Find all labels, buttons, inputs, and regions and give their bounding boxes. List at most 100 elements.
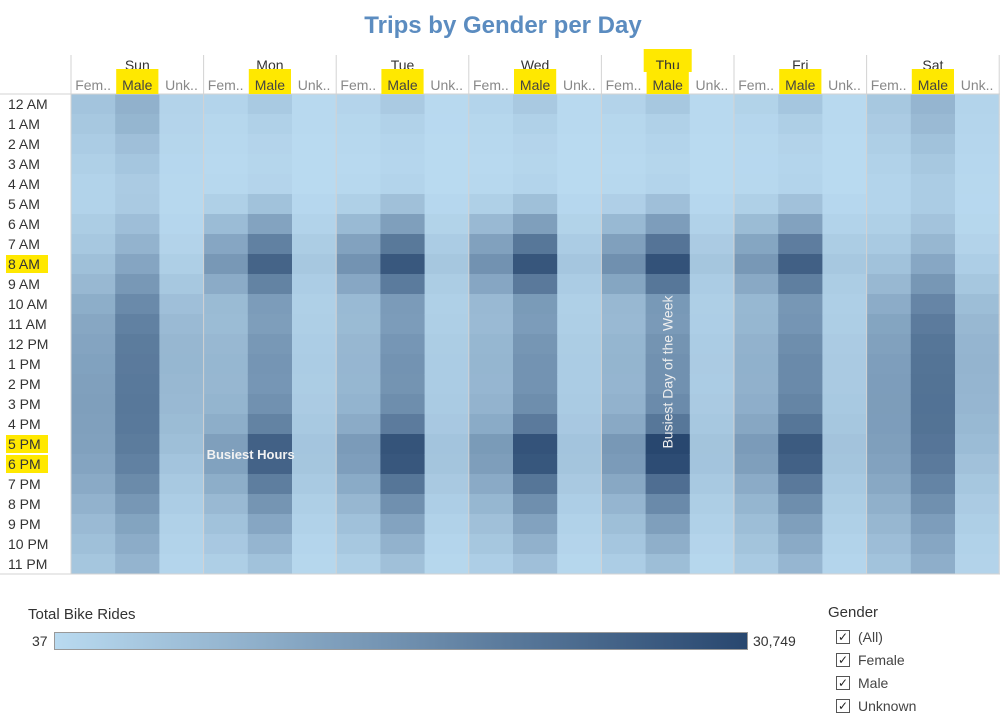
filter-item-female[interactable]: ✓ Female bbox=[836, 652, 905, 668]
heatmap-cell bbox=[71, 434, 116, 455]
heatmap-cell bbox=[734, 354, 779, 375]
heatmap-cell bbox=[203, 214, 249, 235]
legend-title: Total Bike Rides bbox=[28, 606, 136, 623]
heatmap-cell bbox=[71, 254, 116, 275]
heatmap-cell bbox=[247, 434, 293, 455]
heatmap-cell bbox=[115, 494, 160, 515]
heatmap-cell bbox=[645, 514, 691, 535]
heatmap-cell bbox=[424, 514, 470, 535]
checkbox-icon[interactable]: ✓ bbox=[836, 630, 850, 644]
heatmap-cell bbox=[468, 294, 514, 315]
filter-item-all[interactable]: ✓ (All) bbox=[836, 629, 883, 645]
heatmap-cell bbox=[115, 414, 160, 435]
heatmap-cell bbox=[468, 414, 514, 435]
heatmap-cell bbox=[247, 514, 293, 535]
heatmap-cell bbox=[336, 454, 381, 475]
heatmap-cell bbox=[380, 274, 426, 295]
heatmap-cell bbox=[292, 294, 337, 315]
gender-highlight bbox=[911, 69, 954, 94]
gender-header: Male bbox=[785, 77, 816, 93]
heatmap-cell bbox=[689, 254, 735, 275]
heatmap-cell bbox=[115, 554, 160, 575]
heatmap-cell bbox=[159, 134, 205, 155]
heatmap-cell bbox=[513, 134, 558, 155]
heatmap-cell bbox=[866, 274, 912, 295]
gender-header: Male bbox=[387, 77, 418, 93]
heatmap-cell bbox=[336, 414, 381, 435]
checkbox-icon[interactable]: ✓ bbox=[836, 653, 850, 667]
heatmap-cell bbox=[292, 234, 337, 255]
annotation-busiest-day: Busiest Day of the Week bbox=[660, 294, 676, 448]
heatmap-cell bbox=[689, 514, 735, 535]
heatmap-cell bbox=[645, 194, 691, 215]
gender-highlight bbox=[646, 69, 689, 94]
heatmap-cell bbox=[734, 474, 779, 495]
heatmap-cell bbox=[115, 434, 160, 455]
heatmap-cell bbox=[955, 434, 1000, 455]
checkbox-icon[interactable]: ✓ bbox=[836, 699, 850, 713]
heatmap-cell bbox=[557, 554, 602, 575]
heatmap-cell bbox=[778, 174, 823, 195]
heatmap-cell bbox=[292, 354, 337, 375]
heatmap-cell bbox=[292, 554, 337, 575]
heatmap-cell bbox=[292, 414, 337, 435]
heatmap-cell bbox=[910, 254, 956, 275]
heatmap-cell bbox=[601, 214, 647, 235]
heatmap-cell bbox=[822, 494, 868, 515]
heatmap-cell bbox=[292, 454, 337, 475]
heatmap-cell bbox=[336, 534, 381, 555]
heatmap-cell bbox=[247, 194, 293, 215]
heatmap-cell bbox=[424, 374, 470, 395]
heatmap-cell bbox=[424, 154, 470, 175]
hour-label: 10 AM bbox=[8, 296, 48, 312]
heatmap-cell bbox=[689, 314, 735, 335]
hour-label: 9 AM bbox=[8, 276, 40, 292]
heatmap-cell bbox=[513, 114, 558, 135]
heatmap-cell bbox=[557, 534, 602, 555]
heatmap-cell bbox=[468, 274, 514, 295]
heatmap-cell bbox=[203, 474, 249, 495]
heatmap-cell bbox=[336, 94, 381, 115]
heatmap-cell bbox=[778, 354, 823, 375]
heatmap-cell bbox=[734, 274, 779, 295]
gender-header: Male bbox=[520, 77, 551, 93]
hour-label: 11 AM bbox=[8, 316, 47, 332]
heatmap-cell bbox=[778, 294, 823, 315]
heatmap-cell bbox=[557, 174, 602, 195]
heatmap-cell bbox=[513, 234, 558, 255]
heatmap-cell bbox=[601, 174, 647, 195]
filter-item-unknown[interactable]: ✓ Unknown bbox=[836, 698, 916, 714]
heatmap-cell bbox=[159, 434, 205, 455]
heatmap-cell bbox=[778, 334, 823, 355]
heatmap-cell bbox=[866, 534, 912, 555]
heatmap-cell bbox=[778, 554, 823, 575]
heatmap-cell bbox=[380, 374, 426, 395]
heatmap-cell bbox=[557, 294, 602, 315]
heatmap-cell bbox=[115, 534, 160, 555]
heatmap-cell bbox=[645, 454, 691, 475]
heatmap-cell bbox=[292, 134, 337, 155]
heatmap-cell bbox=[955, 174, 1000, 195]
filter-item-male[interactable]: ✓ Male bbox=[836, 675, 888, 691]
heatmap-cell bbox=[247, 114, 293, 135]
heatmap-cell bbox=[557, 494, 602, 515]
heatmap-cell bbox=[380, 394, 426, 415]
heatmap-cell bbox=[468, 374, 514, 395]
hour-highlight bbox=[6, 455, 48, 473]
heatmap-cell bbox=[71, 374, 116, 395]
checkbox-icon[interactable]: ✓ bbox=[836, 676, 850, 690]
heatmap-cell bbox=[292, 194, 337, 215]
heatmap-cell bbox=[336, 114, 381, 135]
heatmap-cell bbox=[955, 374, 1000, 395]
heatmap-cell bbox=[734, 394, 779, 415]
heatmap-cell bbox=[778, 134, 823, 155]
gender-header: Unk.. bbox=[696, 77, 729, 93]
heatmap-cell bbox=[292, 274, 337, 295]
heatmap-cell bbox=[203, 254, 249, 275]
heatmap-cell bbox=[380, 194, 426, 215]
heatmap-cell bbox=[734, 554, 779, 575]
heatmap-cell bbox=[601, 514, 647, 535]
gender-header: Male bbox=[255, 77, 286, 93]
heatmap-cell bbox=[380, 494, 426, 515]
heatmap-cell bbox=[513, 94, 558, 115]
